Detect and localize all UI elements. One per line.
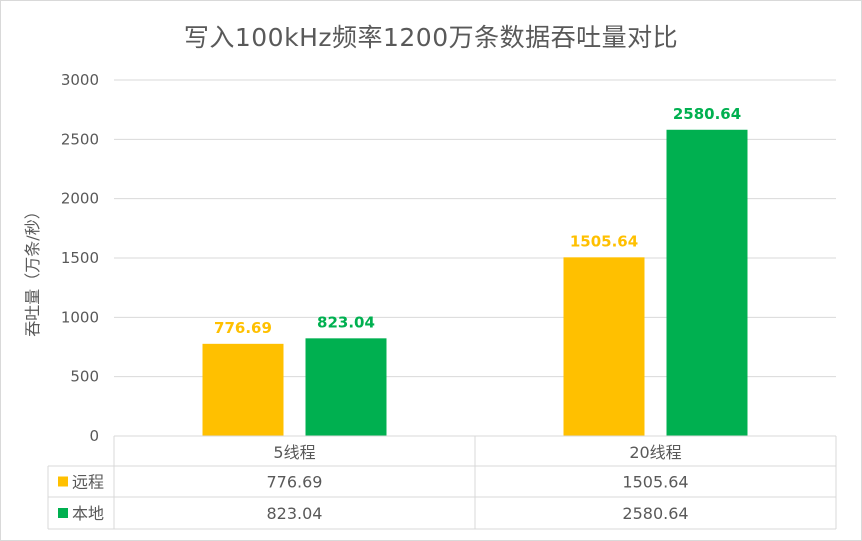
table-cell: 776.69 <box>267 473 323 492</box>
data-label: 2580.64 <box>673 105 741 123</box>
data-label: 1505.64 <box>570 232 638 250</box>
legend-key <box>58 508 68 518</box>
table-cell: 1505.64 <box>622 473 688 492</box>
legend-series-name: 本地 <box>72 504 104 523</box>
table-cell: 2580.64 <box>622 504 688 523</box>
y-tick-label: 2500 <box>61 130 99 148</box>
y-tick-label: 1000 <box>61 308 99 326</box>
y-tick-label: 1500 <box>61 249 99 267</box>
y-tick-label: 2000 <box>61 190 99 208</box>
y-tick-label: 3000 <box>61 71 99 89</box>
data-label: 823.04 <box>317 313 375 331</box>
y-tick-label: 500 <box>70 368 99 386</box>
x-category-label: 5线程 <box>273 443 315 462</box>
chart-title: 写入100kHz频率1200万条数据吞吐量对比 <box>183 23 679 52</box>
legend-key <box>58 476 68 487</box>
bar <box>666 129 748 437</box>
legend-series-name: 远程 <box>72 473 104 492</box>
bar <box>563 257 645 436</box>
table-cell: 823.04 <box>267 504 323 523</box>
data-label: 776.69 <box>214 319 272 337</box>
y-tick-label: 0 <box>89 427 99 445</box>
bar <box>202 343 284 436</box>
bar <box>305 338 387 436</box>
x-category-label: 20线程 <box>629 443 681 462</box>
